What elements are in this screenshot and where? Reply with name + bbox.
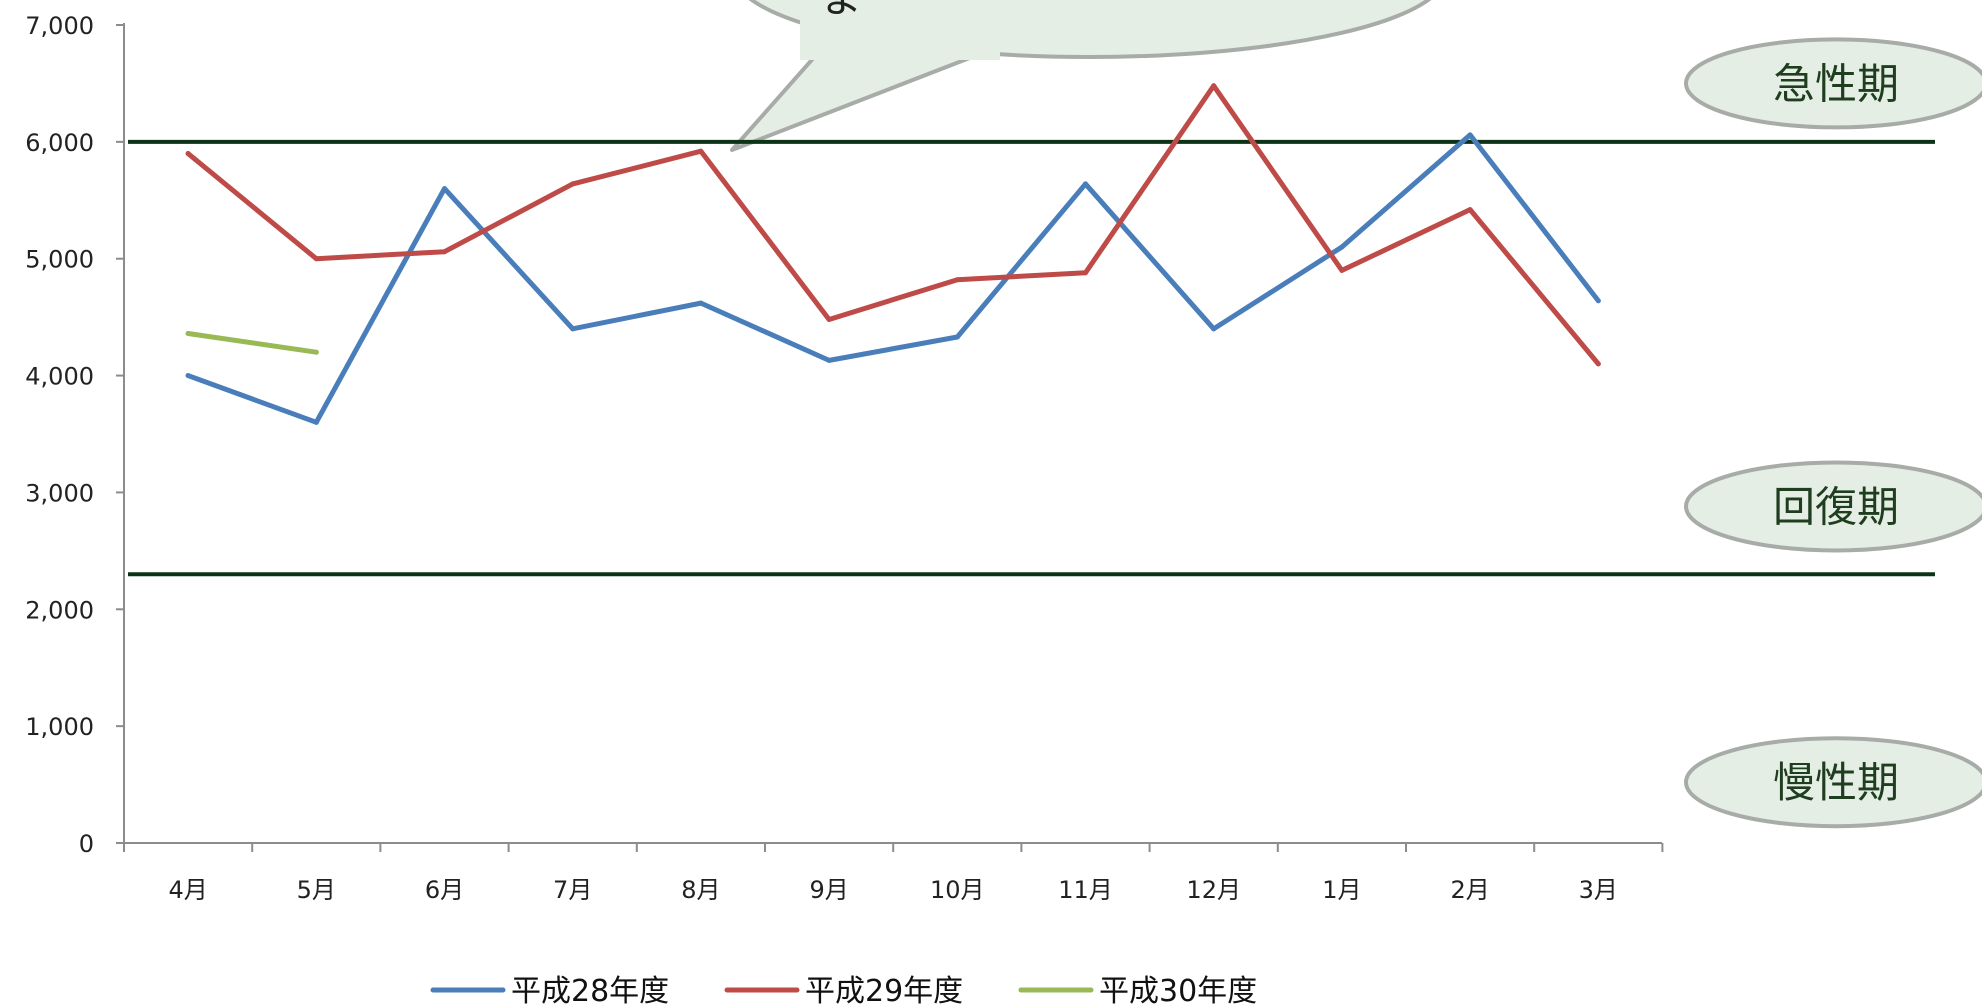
x-tick-label: 10月 — [930, 876, 985, 904]
legend-label: 平成30年度 — [1099, 974, 1257, 1008]
data-point — [185, 151, 191, 157]
x-tick-label: 4月 — [168, 876, 207, 904]
x-tick-label: 9月 — [809, 876, 848, 904]
data-point — [1467, 207, 1473, 213]
x-tick-label: 2月 — [1450, 876, 1489, 904]
x-tick-label: 6月 — [425, 876, 464, 904]
data-point — [442, 186, 447, 192]
legend-label: 平成28年度 — [511, 974, 669, 1008]
data-point — [1595, 361, 1601, 367]
x-tick-label: 3月 — [1579, 876, 1618, 904]
plot-area: 0 1,000 2,000 3,000 4,000 5,000 6,000 7,000 4月 5月… — [25, 12, 1935, 904]
callout-seam — [800, 20, 1000, 60]
zone-ellipse — [1684, 460, 1982, 553]
y-tick-label: 4,000 — [25, 363, 94, 391]
data-point — [826, 357, 832, 363]
data-point — [954, 334, 960, 340]
y-tick-label: 1,000 — [25, 713, 94, 741]
legend-label: 平成29年度 — [805, 974, 963, 1008]
x-tick-label: 1月 — [1322, 876, 1361, 904]
data-point — [442, 249, 447, 255]
callout-bubble: ま — [730, 0, 1432, 152]
zone-ellipse — [1684, 37, 1982, 130]
data-point — [1339, 244, 1345, 250]
data-point — [313, 349, 319, 355]
x-tick-label: 12月 — [1186, 876, 1241, 904]
data-point — [313, 419, 319, 425]
zone-label: 慢性期 — [1773, 758, 1899, 807]
callout-text: ま — [820, 0, 862, 22]
data-point — [698, 148, 704, 154]
zone-label: 急性期 — [1773, 59, 1899, 108]
zone-label: 回復期 — [1773, 482, 1899, 531]
series-line-1 — [185, 83, 1601, 367]
data-point — [185, 373, 191, 379]
zone-ellipse — [1684, 736, 1982, 829]
y-tick-label: 0 — [79, 830, 94, 858]
data-point — [313, 256, 319, 262]
data-point — [698, 300, 704, 306]
data-point — [570, 326, 576, 332]
series-line-0 — [185, 132, 1601, 425]
data-point — [826, 316, 832, 322]
data-point — [1083, 270, 1088, 276]
data-point — [1339, 267, 1345, 273]
series-line-2 — [185, 331, 319, 355]
x-tick-label: 5月 — [297, 876, 336, 904]
legend: 平成28年度 平成29年度 平成30年度 — [430, 974, 1257, 1008]
data-point — [1211, 326, 1217, 332]
data-point — [1595, 298, 1601, 304]
data-point — [185, 331, 191, 337]
y-tick-label: 3,000 — [25, 479, 94, 507]
y-tick-label: 2,000 — [25, 596, 94, 624]
data-point — [570, 181, 576, 187]
data-point — [1467, 132, 1473, 138]
y-tick-label: 6,000 — [25, 129, 94, 157]
x-tick-label: 7月 — [553, 876, 592, 904]
x-tick-label: 11月 — [1058, 876, 1113, 904]
y-tick-label: 7,000 — [25, 12, 94, 40]
data-point — [1083, 181, 1088, 187]
y-tick-label: 5,000 — [25, 246, 94, 274]
data-point — [954, 277, 960, 283]
data-point — [1211, 83, 1217, 89]
x-tick-label: 8月 — [681, 876, 720, 904]
